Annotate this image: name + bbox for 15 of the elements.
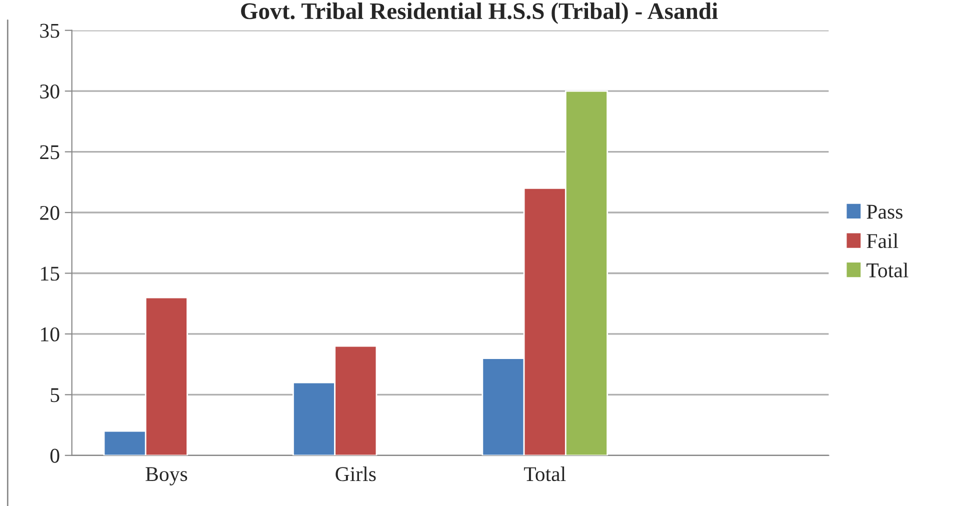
y-tick-label: 30: [40, 84, 60, 99]
y-tick-label: 0: [50, 448, 60, 463]
chart-title: Govt. Tribal Residential H.S.S (Tribal) - Asandi: [241, 2, 718, 24]
x-tick-label: Girls: [336, 466, 376, 482]
legend-label: Pass: [866, 204, 902, 219]
legend-label: Total: [866, 262, 908, 278]
y-tick-label: 20: [40, 206, 60, 220]
y-tick-label: 5: [50, 388, 60, 402]
x-tick-label: Total: [524, 466, 566, 482]
y-tick-label: 15: [41, 266, 60, 281]
y-tick-label: 10: [41, 327, 60, 342]
x-tick-label: Boys: [146, 467, 188, 486]
y-tick-label: 35: [40, 24, 60, 38]
y-tick-label: 25: [40, 145, 60, 160]
legend-label: Fail: [866, 233, 898, 248]
